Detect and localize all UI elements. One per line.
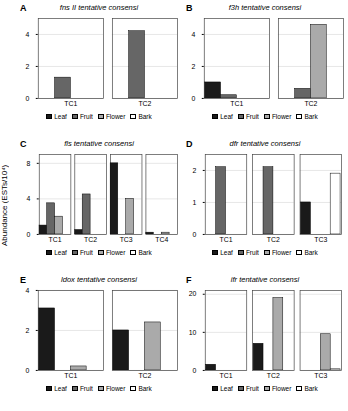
html-text:F: F bbox=[186, 275, 192, 285]
html-text:Abundance (ESTs/10⁴): Abundance (ESTs/10⁴) bbox=[0, 164, 9, 246]
svg-text:TC1: TC1 bbox=[49, 236, 62, 243]
html-text:Fruit: Fruit bbox=[245, 112, 259, 120]
svg-text:TC2: TC2 bbox=[138, 100, 151, 107]
svg-text:2: 2 bbox=[26, 63, 30, 70]
svg-text:4: 4 bbox=[26, 31, 30, 38]
svg-text:0: 0 bbox=[193, 231, 197, 238]
svg-text:0: 0 bbox=[26, 95, 30, 102]
svg-text:TC1: TC1 bbox=[64, 100, 77, 107]
svg-text:TC2: TC2 bbox=[267, 372, 280, 379]
svg-text:TC4: TC4 bbox=[155, 236, 168, 243]
svg-text:TC2: TC2 bbox=[138, 372, 151, 379]
html-text:C: C bbox=[20, 139, 27, 149]
html-text:Flower: Flower bbox=[105, 112, 126, 120]
html-text:fns II tentative consensi: fns II tentative consensi bbox=[59, 3, 139, 12]
svg-text:TC2: TC2 bbox=[84, 236, 97, 243]
html-text:D: D bbox=[186, 139, 193, 149]
html-text:Leaf: Leaf bbox=[220, 112, 233, 120]
svg-text:TC3: TC3 bbox=[314, 236, 327, 243]
svg-text:1: 1 bbox=[193, 199, 197, 206]
html-text:Bark: Bark bbox=[304, 248, 318, 256]
html-text:Bark: Bark bbox=[304, 112, 318, 120]
svg-text:0: 0 bbox=[26, 367, 30, 374]
svg-text:20: 20 bbox=[189, 290, 197, 297]
svg-text:2: 2 bbox=[26, 327, 30, 334]
svg-text:0: 0 bbox=[192, 95, 196, 102]
html-text:E: E bbox=[20, 275, 26, 285]
html-text:Fruit: Fruit bbox=[79, 112, 93, 120]
svg-text:TC1: TC1 bbox=[230, 100, 243, 107]
html-text:Fruit: Fruit bbox=[79, 384, 93, 392]
html-text:Leaf: Leaf bbox=[220, 384, 233, 392]
html-text:Flower: Flower bbox=[105, 384, 126, 392]
svg-text:10: 10 bbox=[189, 329, 197, 336]
svg-text:TC1: TC1 bbox=[219, 236, 232, 243]
html-text:Bark: Bark bbox=[304, 384, 318, 392]
html-text:Leaf: Leaf bbox=[54, 384, 67, 392]
html-text:Fruit: Fruit bbox=[245, 384, 259, 392]
svg-text:TC2: TC2 bbox=[304, 100, 317, 107]
html-text:Flower: Flower bbox=[105, 248, 126, 256]
svg-text:TC1: TC1 bbox=[64, 372, 77, 379]
html-text:A: A bbox=[20, 3, 27, 13]
html-text:B: B bbox=[186, 3, 193, 13]
svg-text:0: 0 bbox=[193, 367, 197, 374]
svg-text:TC3: TC3 bbox=[120, 236, 133, 243]
html-text:Fruit: Fruit bbox=[245, 248, 259, 256]
svg-text:4: 4 bbox=[26, 287, 30, 294]
html-text:fls tentative consensi: fls tentative consensi bbox=[64, 139, 134, 148]
html-text:Bark: Bark bbox=[138, 248, 152, 256]
svg-text:4: 4 bbox=[27, 195, 31, 202]
svg-text:TC3: TC3 bbox=[314, 372, 327, 379]
html-text:Bark: Bark bbox=[138, 384, 152, 392]
html-text:dfr tentative consensi: dfr tentative consensi bbox=[229, 139, 301, 148]
html-text:Flower: Flower bbox=[271, 248, 292, 256]
html-text:Fruit: Fruit bbox=[79, 248, 93, 256]
html-text:Leaf: Leaf bbox=[220, 248, 233, 256]
svg-text:8: 8 bbox=[27, 160, 31, 167]
svg-text:TC1: TC1 bbox=[219, 372, 232, 379]
svg-text:TC2: TC2 bbox=[267, 236, 280, 243]
svg-text:0: 0 bbox=[27, 231, 31, 238]
svg-text:2: 2 bbox=[192, 63, 196, 70]
html-text:Flower: Flower bbox=[271, 384, 292, 392]
html-text:Bark: Bark bbox=[138, 112, 152, 120]
html-text:Leaf: Leaf bbox=[54, 248, 67, 256]
html-text:ifr tentative consensi: ifr tentative consensi bbox=[230, 275, 300, 284]
svg-text:2: 2 bbox=[193, 167, 197, 174]
html-text:ldox tentative consensi: ldox tentative consensi bbox=[61, 275, 137, 284]
html-text:Flower: Flower bbox=[271, 112, 292, 120]
svg-text:4: 4 bbox=[192, 31, 196, 38]
html-text:Leaf: Leaf bbox=[54, 112, 67, 120]
html-text:f3h tentative consensi: f3h tentative consensi bbox=[228, 3, 302, 12]
